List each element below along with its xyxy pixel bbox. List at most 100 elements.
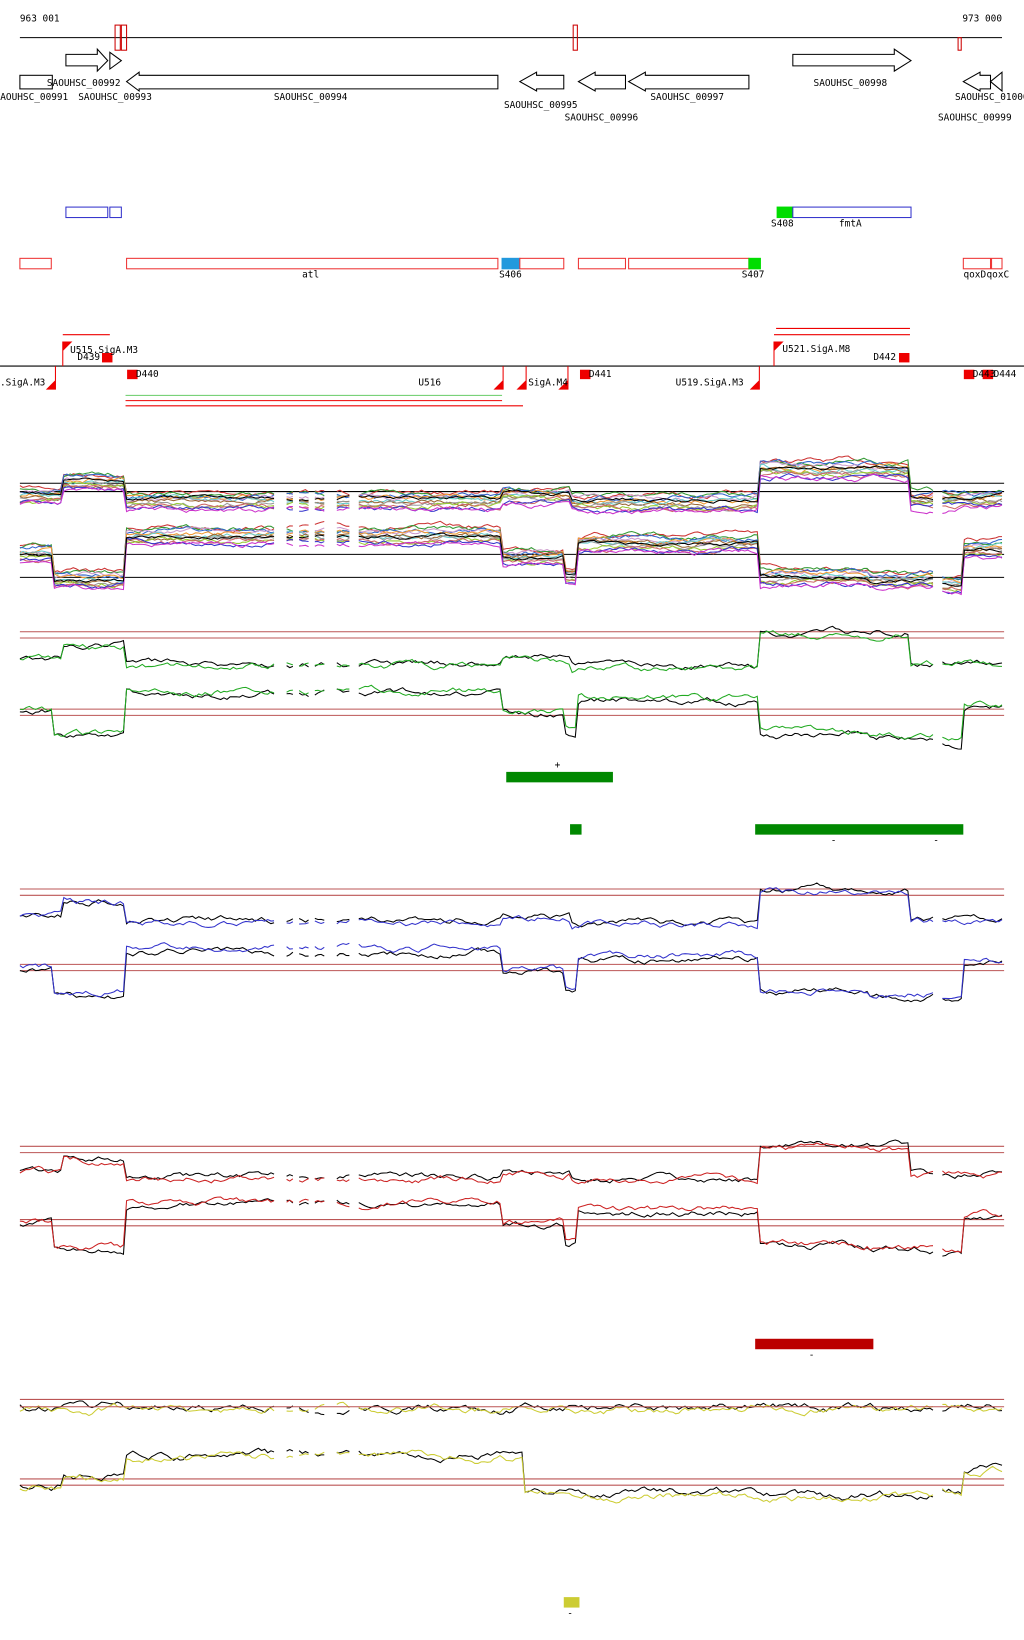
gene-label: SAOUHSC_00998 [814, 78, 888, 89]
promoter [493, 366, 504, 390]
gene-label: SAOUHSC_00995 [504, 100, 578, 111]
site [572, 24, 578, 51]
trace [19, 462, 1003, 506]
gene-label: SAOUHSC_00994 [274, 92, 348, 103]
trace [19, 1196, 1003, 1253]
detection [963, 369, 975, 380]
trace [19, 1198, 1003, 1257]
promoter [62, 341, 73, 367]
strand-mark: - [567, 1608, 573, 1619]
trace [19, 535, 1003, 593]
promoter-label: U519.SigA.M3 [676, 377, 744, 388]
axis-end: 973 000 [962, 13, 1002, 24]
detection [982, 369, 994, 380]
trace [19, 1401, 1003, 1417]
axis [19, 24, 1003, 51]
feature [991, 257, 1003, 270]
feature-label: fmtA [839, 218, 862, 229]
trace [19, 946, 1003, 1003]
promoter [558, 366, 569, 390]
site [120, 24, 128, 51]
trace [19, 1139, 1003, 1184]
expression-traces [19, 455, 1005, 1504]
site [957, 37, 962, 51]
trace [19, 1400, 1003, 1416]
promoter-label: D442 [873, 352, 896, 363]
feature [628, 257, 750, 270]
gene-label: SAOUHSC_00992 [47, 78, 121, 89]
gene [627, 71, 750, 92]
gene [792, 48, 912, 73]
trace [19, 465, 1003, 504]
segment [755, 1338, 874, 1350]
feature [776, 206, 794, 219]
site [114, 24, 121, 51]
segment [570, 824, 582, 835]
feature [501, 257, 521, 270]
trace [19, 630, 1003, 674]
segment [506, 771, 613, 783]
promoter-label: .SigA.M3 [0, 377, 45, 388]
promoter-label: D441 [589, 369, 612, 380]
promoter [749, 366, 760, 390]
trace [19, 942, 1003, 1000]
strand-mark: - [933, 835, 939, 846]
detection [127, 369, 138, 380]
gene-label: SAOUHSC_00991 [0, 92, 69, 103]
feature-label: S406 [499, 270, 522, 281]
trace [19, 887, 1003, 930]
features [19, 206, 1003, 270]
gene [65, 47, 109, 73]
trace [19, 537, 1003, 595]
promoter [45, 366, 56, 390]
promoter [773, 341, 784, 367]
trace [19, 687, 1003, 750]
promoter-label: D439 [77, 352, 100, 363]
feature [109, 206, 122, 219]
trace [19, 1142, 1003, 1185]
trace [19, 1449, 1003, 1504]
segment [563, 1597, 580, 1608]
gene-label: SAOUHSC_00996 [565, 113, 639, 124]
trace [19, 540, 1003, 596]
feature [577, 257, 627, 270]
feature [519, 257, 565, 270]
promoter-label: U516 [418, 377, 441, 388]
feature [126, 257, 499, 270]
detection [898, 352, 910, 363]
promoter-label: U521.SigA.M8 [782, 344, 850, 355]
trace [19, 473, 1003, 515]
gene [125, 71, 499, 93]
promoter [516, 366, 527, 390]
detection [101, 352, 113, 363]
trace [19, 532, 1003, 587]
feature [19, 257, 52, 270]
strand-mark: - [809, 1350, 815, 1361]
detection [579, 369, 591, 380]
feature [792, 206, 912, 219]
feature-label: qoxD [963, 270, 986, 281]
promoter-track [0, 327, 1024, 407]
gene [19, 74, 53, 90]
promoter-label: D440 [136, 369, 159, 380]
feature-label: atl [302, 270, 319, 281]
gene-label: SAOUHSC_01000 [955, 92, 1024, 103]
feature [748, 257, 761, 270]
promoter-label: U515.SigA.M3 [70, 345, 138, 356]
trace [19, 528, 1003, 584]
promoter-label: D444 [994, 369, 1017, 380]
gene [577, 71, 627, 92]
gene-label: SAOUHSC_00993 [78, 92, 152, 103]
genes [19, 47, 1003, 93]
gene-label: SAOUHSC_00997 [650, 92, 724, 103]
strand-mark: - [831, 835, 837, 846]
promoter-label: SigA.M4 [528, 377, 568, 388]
gene [989, 71, 1003, 93]
feature-label: S407 [742, 270, 765, 281]
feature [962, 257, 992, 270]
feature [65, 206, 109, 219]
axis-start: 963 001 [20, 13, 60, 24]
segments [506, 771, 964, 1608]
trace [19, 882, 1003, 928]
